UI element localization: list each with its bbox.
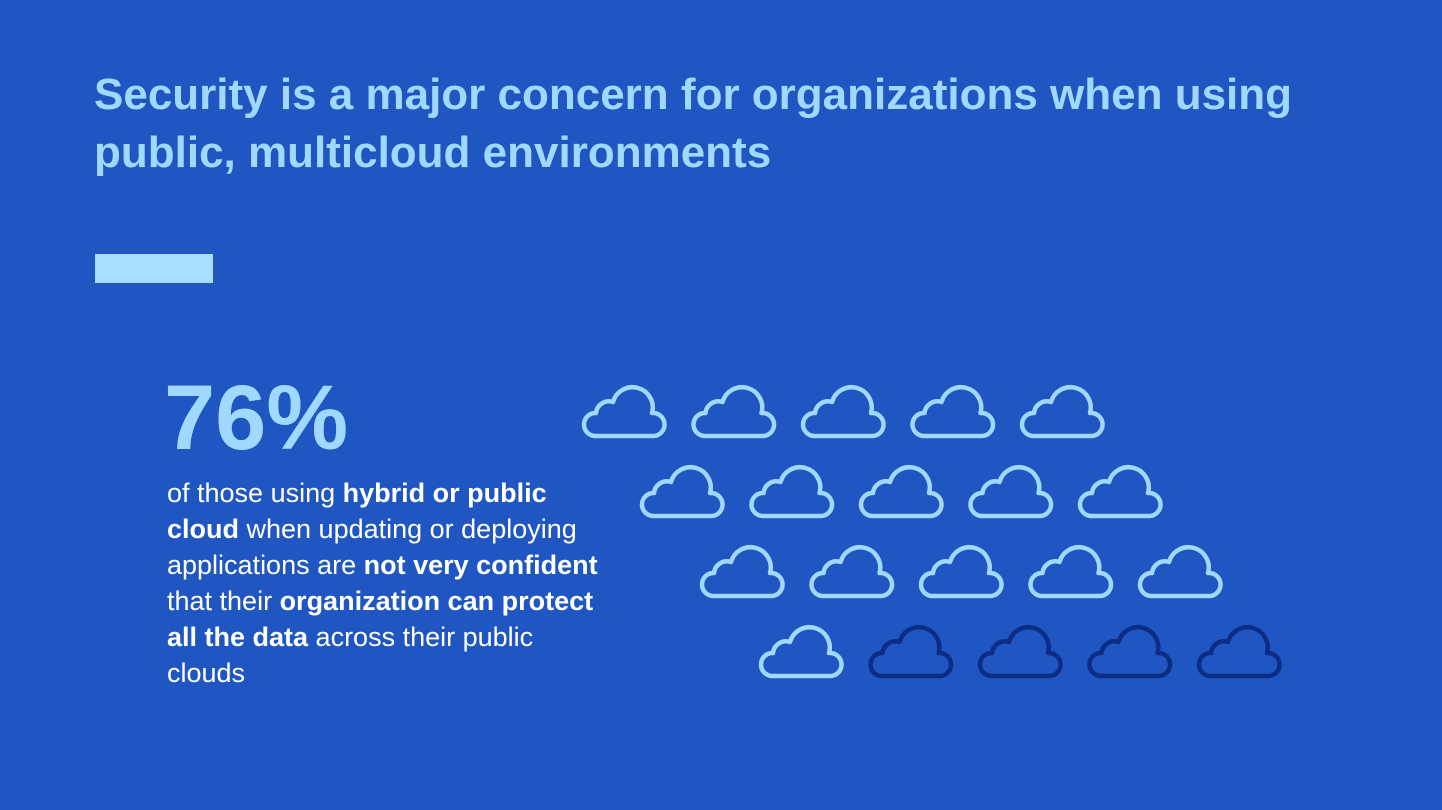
cloud-icon: [1087, 624, 1173, 679]
cloud-icon: [868, 624, 954, 679]
cloud-icon-highlighted: [749, 464, 835, 519]
cloud-icon-highlighted: [1019, 384, 1105, 439]
cloud-icon-highlighted: [1077, 464, 1163, 519]
cloud-icon-highlighted: [758, 624, 844, 679]
description-emphasis: not very confident: [363, 550, 598, 580]
description-text: when updating or deploying applications …: [167, 514, 577, 580]
cloud-icon-highlighted: [800, 384, 886, 439]
cloud-icon: [977, 624, 1063, 679]
description-text: of those using: [167, 478, 343, 508]
cloud-icon-highlighted: [918, 544, 1004, 599]
cloud-icon-highlighted: [1028, 544, 1114, 599]
description-emphasis: hybrid or public cloud: [167, 478, 547, 544]
description-emphasis: organization can protect all the data: [167, 586, 594, 652]
description-text: across their public clouds: [167, 622, 534, 688]
cloud-icon-highlighted: [691, 384, 777, 439]
cloud-icon-highlighted: [639, 464, 725, 519]
stat-percentage: 76%: [164, 367, 349, 469]
cloud-icon-highlighted: [581, 384, 667, 439]
stat-description: of those using hybrid or public cloud wh…: [167, 475, 607, 691]
cloud-icon: [1196, 624, 1282, 679]
page-title: Security is a major concern for organiza…: [94, 70, 1293, 177]
accent-bar: [95, 254, 213, 283]
cloud-icon-highlighted: [809, 544, 895, 599]
cloud-icon-highlighted: [858, 464, 944, 519]
cloud-icon-highlighted: [968, 464, 1054, 519]
cloud-icon-highlighted: [699, 544, 785, 599]
description-text: that their: [167, 586, 280, 616]
cloud-icon-highlighted: [1137, 544, 1223, 599]
cloud-icon-highlighted: [910, 384, 996, 439]
